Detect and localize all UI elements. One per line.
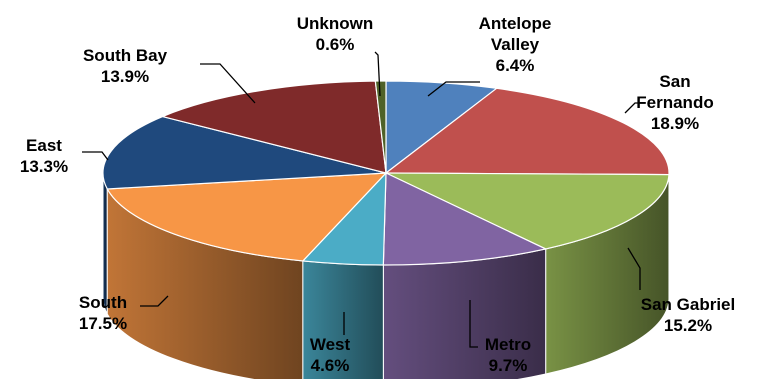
slice-label-east: East 13.3% <box>20 136 68 176</box>
pie-slice-antelope-valley <box>385 80 499 175</box>
pie-slice-south-bay <box>160 80 387 174</box>
slice-label-unknown: Unknown 0.6% <box>297 14 374 54</box>
pie-tops <box>102 80 670 266</box>
slice-label-west: West 4.6% <box>310 335 351 375</box>
pie-slice-metro <box>382 172 548 266</box>
slice-label-san-gabriel: San Gabriel 15.2% <box>641 295 735 335</box>
slice-label-san-fernando: San Fernando 18.9% <box>636 72 713 133</box>
leader-line-south-bay <box>200 63 256 104</box>
slice-label-south-bay: South Bay 13.9% <box>83 46 168 86</box>
pie-slice-east <box>102 115 387 190</box>
pie-slice-south <box>106 172 388 262</box>
pie-slice-unknown <box>374 80 387 174</box>
slice-label-metro: Metro 9.7% <box>485 335 531 375</box>
leader-line-metro <box>469 300 478 348</box>
pie-slice-san-gabriel <box>385 172 670 250</box>
leader-line-san-gabriel <box>627 247 641 290</box>
slice-labels: Antelope Valley 6.4% San Fernando 18.9% San Ga… <box>20 14 735 375</box>
pie-sides <box>102 172 670 379</box>
leader-line-south <box>140 295 169 307</box>
leader-line-antelope-valley <box>427 81 480 97</box>
pie-slice-san-fernando <box>384 87 670 176</box>
leader-line-east <box>82 151 109 161</box>
leader-lines <box>82 51 645 348</box>
slice-label-south: South 17.5% <box>79 293 127 333</box>
leader-line-unknown <box>374 51 381 97</box>
leader-line-san-fernando <box>624 102 645 114</box>
slice-label-antelope-valley: Antelope Valley 6.4% <box>479 14 552 75</box>
